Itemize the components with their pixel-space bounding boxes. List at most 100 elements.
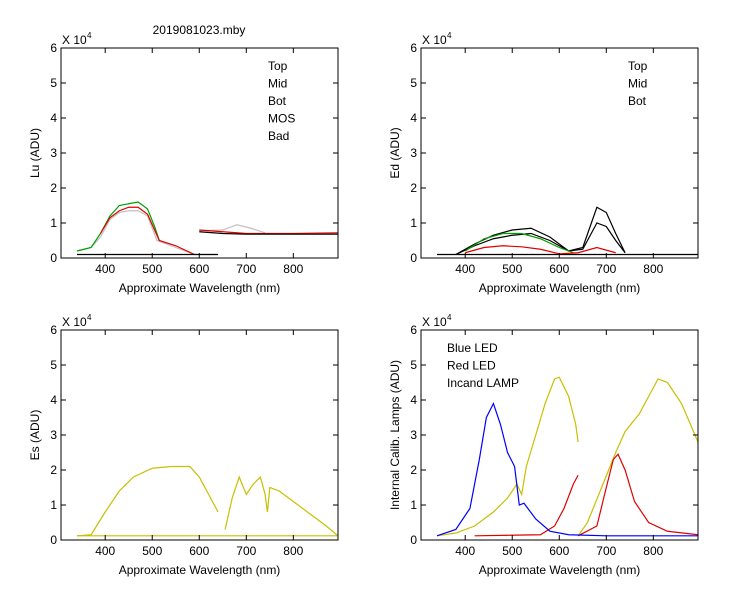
x-tick-label: 600 [189, 262, 209, 276]
x-tick-label: 800 [283, 262, 303, 276]
legend-entry-incand-lamp: Incand LAMP [447, 376, 519, 390]
x-tick-label: 700 [236, 262, 256, 276]
x-axis-label: Approximate Wavelength (nm) [479, 563, 641, 577]
series-line-es-1 [76, 465, 219, 537]
x-tick-label: 600 [549, 262, 569, 276]
x-tick-label: 500 [502, 262, 522, 276]
legend-entry-top: Top [628, 59, 648, 73]
y-tick-label: 0 [410, 533, 417, 547]
y-tick-label: 6 [50, 323, 57, 337]
series-line-bad-red [199, 224, 266, 234]
y-tick-label: 2 [50, 181, 57, 195]
series-line-blue-led [436, 401, 698, 537]
y-axis-label: Lu (ADU) [28, 128, 42, 178]
y-axis-label: Es (ADU) [28, 410, 42, 461]
y-tick-label: 3 [410, 146, 417, 160]
y-tick-label: 5 [50, 358, 57, 372]
y-tick-label: 3 [410, 428, 417, 442]
legend-entry-mid: Mid [268, 77, 287, 91]
series-line-incand-lamp-1 [436, 376, 579, 537]
x-axis-label: Approximate Wavelength (nm) [119, 563, 281, 577]
y-tick-label: 2 [50, 463, 57, 477]
series-line-bad [76, 210, 219, 256]
series-line-mid [99, 206, 195, 256]
y-tick-label: 5 [410, 358, 417, 372]
y-tick-label: 1 [410, 498, 417, 512]
y-tick-label: 5 [50, 76, 57, 90]
plot-frame [420, 47, 699, 259]
y-tick-label: 2 [410, 181, 417, 195]
x-tick-label: 700 [596, 544, 616, 558]
y-axis-label: Internal Calib. Lamps (ADU) [388, 360, 402, 510]
x-tick-label: 400 [455, 262, 475, 276]
y-tick-label: 3 [50, 428, 57, 442]
plot-frame [60, 329, 339, 541]
legend-entry-mid: Mid [628, 77, 647, 91]
y-tick-label: 4 [410, 111, 417, 125]
series-line-bot [464, 232, 574, 254]
y-multiplier-exponent: 4 [447, 31, 452, 40]
y-multiplier: X 10 [422, 315, 447, 329]
y-tick-label: 6 [410, 41, 417, 55]
x-tick-label: 400 [455, 544, 475, 558]
x-tick-label: 400 [95, 262, 115, 276]
y-multiplier-exponent: 4 [87, 31, 92, 40]
y-tick-label: 4 [410, 393, 417, 407]
legend-entry-blue-led: Blue LED [447, 341, 498, 355]
y-tick-label: 0 [50, 251, 57, 265]
x-tick-label: 400 [95, 544, 115, 558]
legend-entry-bot: Bot [268, 94, 287, 108]
x-axis-label: Approximate Wavelength (nm) [479, 281, 641, 295]
series-line-red-led-1 [474, 474, 579, 537]
series-line-top-red [199, 231, 338, 235]
y-tick-label: 0 [50, 533, 57, 547]
y-tick-label: 4 [50, 393, 57, 407]
y-tick-label: 3 [50, 146, 57, 160]
series-line-bot [76, 201, 160, 252]
x-tick-label: 700 [236, 544, 256, 558]
y-multiplier-exponent: 4 [87, 313, 92, 322]
legend-entry-red-led: Red LED [447, 359, 496, 373]
series-line-red-led-2 [577, 453, 699, 537]
legend-entry-mos: MOS [268, 112, 295, 126]
x-tick-label: 600 [189, 544, 209, 558]
series-line-mid-red [199, 229, 339, 235]
x-tick-label: 800 [643, 544, 663, 558]
y-tick-label: 4 [50, 111, 57, 125]
x-tick-label: 800 [643, 262, 663, 276]
series-line-mid [465, 245, 616, 255]
series-line-top-1 [455, 206, 626, 256]
figure-title: 2019081023.mby [153, 23, 246, 37]
x-tick-label: 500 [142, 262, 162, 276]
y-tick-label: 2 [410, 463, 417, 477]
y-tick-label: 0 [410, 251, 417, 265]
x-tick-label: 500 [142, 544, 162, 558]
legend-entry-bad: Bad [268, 129, 289, 143]
y-tick-label: 1 [410, 216, 417, 230]
legend-entry-bot: Bot [628, 94, 647, 108]
y-tick-label: 6 [410, 323, 417, 337]
series-line-es-2 [224, 475, 339, 537]
y-multiplier: X 10 [422, 33, 447, 47]
series-line-top-2 [455, 222, 626, 256]
x-axis-label: Approximate Wavelength (nm) [119, 281, 281, 295]
y-multiplier: X 10 [62, 315, 87, 329]
y-tick-label: 1 [50, 216, 57, 230]
x-tick-label: 600 [549, 544, 569, 558]
x-tick-label: 800 [283, 544, 303, 558]
legend-entry-top: Top [268, 59, 288, 73]
y-tick-label: 6 [50, 41, 57, 55]
series-line-incand-lamp-2 [577, 378, 699, 537]
x-tick-label: 500 [502, 544, 522, 558]
plot-frame [60, 47, 339, 259]
y-axis-label: Ed (ADU) [388, 127, 402, 178]
x-tick-label: 700 [596, 262, 616, 276]
y-multiplier-exponent: 4 [447, 313, 452, 322]
y-tick-label: 5 [410, 76, 417, 90]
